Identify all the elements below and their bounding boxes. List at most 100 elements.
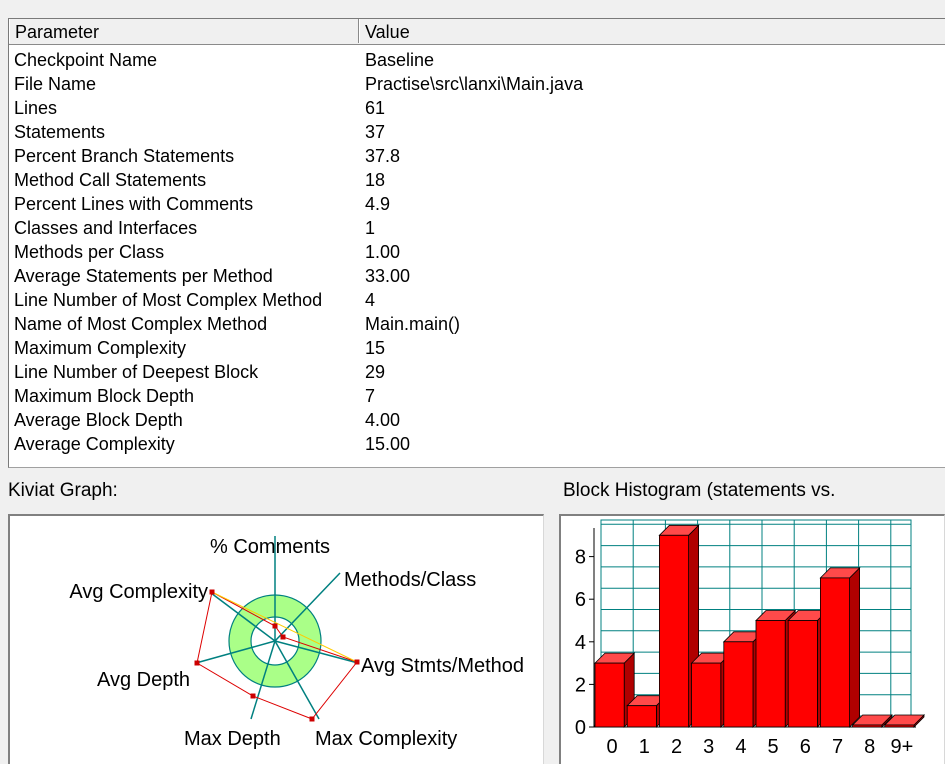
axis-methods-per-class <box>274 572 341 642</box>
kiviat-point <box>309 716 315 722</box>
value-cell: 33.00 <box>365 266 411 286</box>
histogram-bar <box>819 566 861 728</box>
table-row[interactable]: Lines 61 <box>9 96 945 120</box>
kiviat-point <box>280 634 286 640</box>
metrics-table: Parameter Value Checkpoint Name Baseline F… <box>8 18 945 468</box>
parameter-cell: Method Call Statements <box>14 170 207 190</box>
histogram-bar <box>594 652 636 728</box>
parameter-cell: File Name <box>14 74 97 94</box>
parameter-cell: Average Complexity <box>14 434 175 454</box>
x-tick-label: 5 <box>768 736 779 758</box>
value-cell: 18 <box>365 170 386 190</box>
table-row[interactable]: Average Statements per Method 33.00 <box>9 264 945 288</box>
kiviat-highlight-line <box>211 591 358 663</box>
value-cell: 15.00 <box>365 434 411 454</box>
value-column-header[interactable]: Value <box>359 19 945 43</box>
block-histogram-label: Block Histogram (statements vs. <box>563 480 836 501</box>
table-row[interactable]: Average Block Depth 4.00 <box>9 408 945 432</box>
axis-max-complexity <box>274 640 320 720</box>
value-cell: Practise\src\lanxi\Main.java <box>365 74 584 94</box>
label-comments: % Comments <box>210 536 330 558</box>
parameter-cell: Average Block Depth <box>14 410 183 430</box>
kiviat-value-polygon <box>196 591 358 720</box>
label-max-complexity: Max Complexity <box>315 728 457 750</box>
x-tick-label: 0 <box>607 736 618 758</box>
axis-avg-depth <box>195 640 276 664</box>
value-cell: 4 <box>365 290 376 310</box>
value-cell: Baseline <box>365 50 435 70</box>
x-tick-label: 4 <box>735 736 746 758</box>
histogram-bar <box>883 714 925 728</box>
histogram-bar <box>851 714 893 728</box>
value-cell: 1.00 <box>365 242 401 262</box>
label-max-depth: Max Depth <box>184 728 281 750</box>
kiviat-graph-label: Kiviat Graph: <box>8 480 118 501</box>
block-histogram: 0 2 4 6 8 0 1 2 3 4 5 6 7 8 9+ <box>559 514 945 764</box>
table-row[interactable]: Average Complexity 15.00 <box>9 432 945 456</box>
table-row[interactable]: Method Call Statements 18 <box>9 168 945 192</box>
kiviat-point <box>250 693 256 699</box>
parameter-cell: Line Number of Deepest Block <box>14 362 259 382</box>
value-cell: 15 <box>365 338 386 358</box>
value-cell: 1 <box>365 218 376 238</box>
parameter-cell: Checkpoint Name <box>14 50 158 70</box>
y-tick-label: 4 <box>575 632 586 654</box>
label-avg-complexity: Avg Complexity <box>69 581 208 603</box>
parameter-cell: Line Number of Most Complex Method <box>14 290 323 310</box>
parameter-cell: Maximum Block Depth <box>14 386 195 406</box>
table-row[interactable]: Statements 37 <box>9 120 945 144</box>
parameter-cell: Methods per Class <box>14 242 165 262</box>
parameter-cell: Percent Branch Statements <box>14 146 235 166</box>
parameter-cell: Classes and Interfaces <box>14 218 198 238</box>
table-body: Checkpoint Name Baseline File Name Practise… <box>9 48 945 456</box>
table-row[interactable]: Line Number of Deepest Block 29 <box>9 360 945 384</box>
parameter-cell: Average Statements per Method <box>14 266 273 286</box>
value-cell: 61 <box>365 98 386 118</box>
value-cell: Main.main() <box>365 314 461 334</box>
axis-avg-stmts <box>274 640 359 664</box>
table-row[interactable]: Name of Most Complex Method Main.main() <box>9 312 945 336</box>
x-tick-label: 1 <box>639 736 650 758</box>
axis-avg-complexity <box>210 592 276 642</box>
value-cell: 4.9 <box>365 194 391 214</box>
parameter-cell: Maximum Complexity <box>14 338 187 358</box>
parameter-column-header[interactable]: Parameter <box>9 19 359 43</box>
label-avg-stmts-per-method: Avg Stmts/Method <box>361 655 524 677</box>
kiviat-point <box>209 589 215 595</box>
value-cell: 7 <box>365 386 376 406</box>
kiviat-graph: % Comments Methods/Class Avg Stmts/Method M… <box>8 514 544 764</box>
value-cell: 37.8 <box>365 146 401 166</box>
table-row[interactable]: Maximum Block Depth 7 <box>9 384 945 408</box>
y-tick-label: 6 <box>575 589 586 611</box>
table-row[interactable]: Maximum Complexity 15 <box>9 336 945 360</box>
x-tick-label: 7 <box>832 736 843 758</box>
parameter-cell: Percent Lines with Comments <box>14 194 254 214</box>
label-methods-per-class: Methods/Class <box>344 569 476 591</box>
kiviat-graph-canvas: % Comments Methods/Class Avg Stmts/Method M… <box>69 536 524 750</box>
y-tick-label: 8 <box>575 547 586 569</box>
label-avg-depth: Avg Depth <box>97 669 190 691</box>
value-cell: 4.00 <box>365 410 401 430</box>
y-tick-label: 2 <box>575 674 586 696</box>
table-row[interactable]: Percent Branch Statements 37.8 <box>9 144 945 168</box>
parameter-cell: Lines <box>14 98 58 118</box>
kiviat-point <box>194 660 200 666</box>
table-row[interactable]: Line Number of Most Complex Method 4 <box>9 288 945 312</box>
kiviat-point <box>272 623 278 629</box>
table-row[interactable]: File Name Practise\src\lanxi\Main.java <box>9 72 945 96</box>
value-cell: 29 <box>365 362 386 382</box>
table-row[interactable]: Checkpoint Name Baseline <box>9 48 945 72</box>
x-tick-label: 9+ <box>890 736 913 758</box>
table-row[interactable]: Percent Lines with Comments 4.9 <box>9 192 945 216</box>
table-header: Parameter Value <box>9 19 945 45</box>
table-row[interactable]: Classes and Interfaces 1 <box>9 216 945 240</box>
x-tick-label: 6 <box>800 736 811 758</box>
axis-max-depth <box>250 640 276 720</box>
x-tick-label: 3 <box>703 736 714 758</box>
x-tick-label: 8 <box>864 736 875 758</box>
table-row[interactable]: Methods per Class 1.00 <box>9 240 945 264</box>
parameter-cell: Name of Most Complex Method <box>14 314 268 334</box>
kiviat-point <box>354 659 360 665</box>
x-tick-label: 2 <box>671 736 682 758</box>
